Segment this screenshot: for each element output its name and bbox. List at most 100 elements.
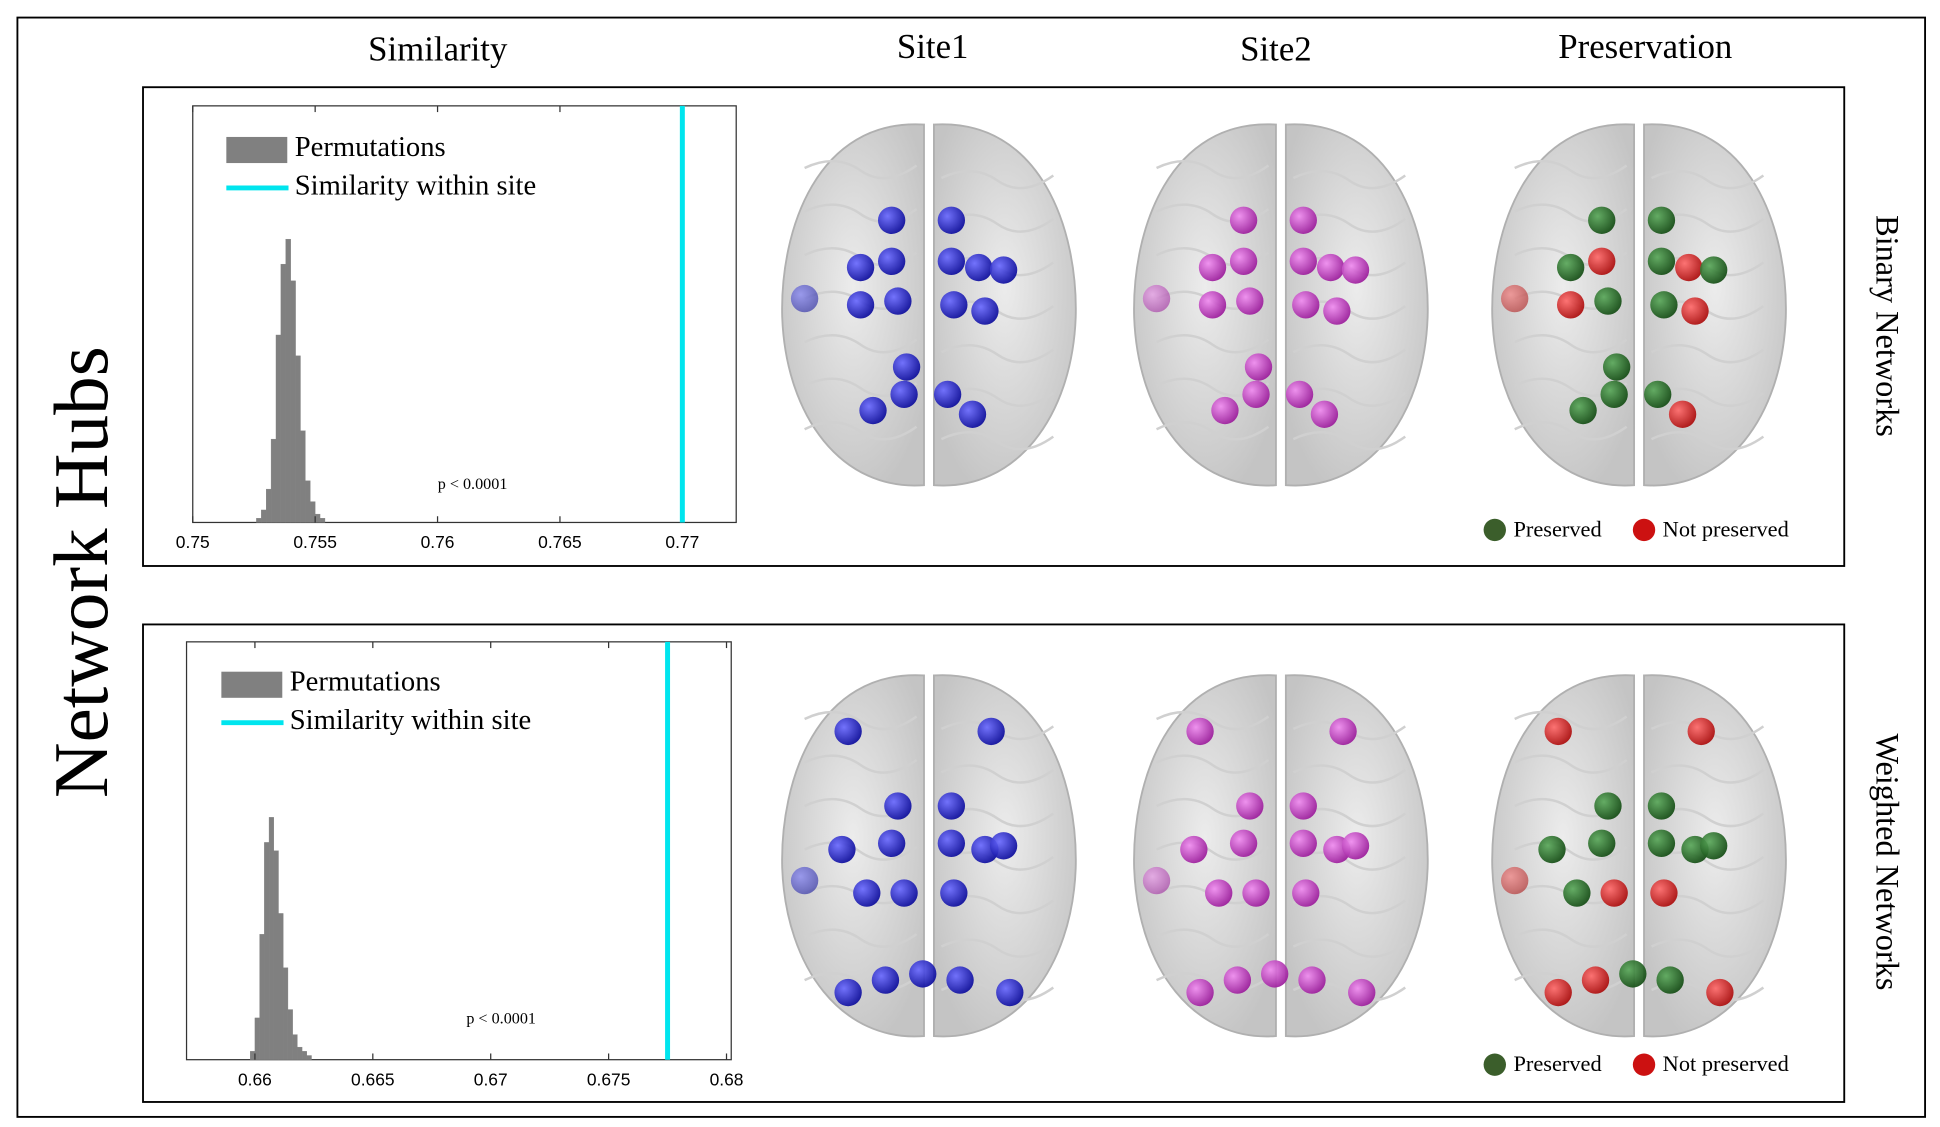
histogram-bar bbox=[300, 430, 306, 523]
hub-node bbox=[1650, 879, 1678, 907]
brain-gyrus bbox=[1514, 928, 1628, 948]
histogram-bar bbox=[314, 513, 321, 523]
hub-node bbox=[1556, 291, 1585, 319]
hub-node bbox=[1289, 206, 1317, 234]
hub-node bbox=[1323, 297, 1351, 325]
legend-swatch bbox=[1483, 1053, 1506, 1076]
hub-node bbox=[1544, 717, 1572, 746]
brain-gyrus bbox=[1156, 421, 1270, 441]
hub-node bbox=[846, 291, 875, 319]
brain-gyrus bbox=[1650, 764, 1765, 784]
brain-gyrus bbox=[1292, 431, 1406, 451]
hub-node bbox=[1594, 287, 1622, 315]
x-tick-label: 0.75 bbox=[176, 532, 210, 552]
hub-node bbox=[1341, 832, 1370, 860]
hub-node bbox=[1594, 792, 1622, 820]
brain-gyrus bbox=[1514, 754, 1628, 774]
histogram-bar bbox=[250, 1051, 256, 1060]
legend-swatch bbox=[1632, 1053, 1656, 1076]
histogram-bar bbox=[256, 518, 262, 523]
histogram-bar bbox=[287, 1009, 293, 1060]
hub-node bbox=[1244, 353, 1273, 381]
hub-node bbox=[1581, 966, 1610, 994]
histogram-bar bbox=[264, 842, 270, 1060]
histogram-bar bbox=[290, 280, 296, 523]
hub-node bbox=[1588, 247, 1616, 275]
hub-node bbox=[1699, 256, 1728, 284]
x-tick-label: 0.665 bbox=[351, 1069, 395, 1089]
hub-node bbox=[1647, 792, 1676, 820]
legend-label: Not preserved bbox=[1663, 516, 1789, 541]
histogram-bar bbox=[280, 263, 286, 523]
histogram-bar bbox=[266, 488, 272, 523]
hub-node bbox=[1588, 206, 1616, 234]
hub-node bbox=[1198, 291, 1227, 319]
annotation: p < 0.0001 bbox=[466, 1011, 536, 1028]
column-title: Similarity bbox=[368, 29, 508, 68]
x-tick-label: 0.77 bbox=[665, 532, 699, 552]
row-label: Weighted Networks bbox=[1870, 734, 1906, 991]
hub-node bbox=[1600, 879, 1628, 907]
hub-node bbox=[790, 866, 819, 895]
hub-node bbox=[1142, 284, 1171, 313]
hub-node bbox=[1706, 978, 1734, 1007]
hub-node bbox=[989, 256, 1018, 284]
hub-node bbox=[1142, 866, 1171, 895]
hub-node bbox=[1647, 247, 1676, 275]
x-tick-label: 0.765 bbox=[538, 532, 582, 552]
hub-node bbox=[1687, 717, 1715, 746]
hub-node bbox=[877, 829, 906, 857]
brain-gyrus bbox=[940, 169, 1055, 190]
hub-node bbox=[1261, 960, 1289, 988]
histogram-bar bbox=[319, 518, 326, 523]
brain-gyrus bbox=[804, 334, 918, 354]
brain-gyrus bbox=[1156, 928, 1270, 948]
hub-node bbox=[1602, 353, 1631, 381]
hub-node bbox=[1556, 253, 1585, 282]
x-tick-label: 0.67 bbox=[474, 1069, 508, 1089]
x-tick-label: 0.68 bbox=[710, 1069, 744, 1089]
hub-node bbox=[989, 832, 1018, 860]
hub-node bbox=[1198, 253, 1227, 282]
hub-node bbox=[890, 879, 918, 907]
hub-node bbox=[1205, 879, 1233, 907]
legend-swatch bbox=[221, 671, 283, 698]
column-title: Site1 bbox=[897, 27, 969, 66]
histogram-bar bbox=[278, 913, 284, 1060]
hub-node bbox=[1186, 717, 1214, 746]
hub-node bbox=[909, 960, 937, 988]
legend-label: Not preserved bbox=[1663, 1051, 1789, 1076]
hub-node bbox=[1588, 829, 1616, 857]
hub-node bbox=[834, 978, 862, 1007]
brain bbox=[781, 123, 1077, 487]
brain-gyrus bbox=[804, 754, 918, 774]
legend-label: Similarity within site bbox=[290, 705, 531, 736]
outer-border bbox=[16, 16, 1927, 1118]
histogram-bar bbox=[297, 1046, 303, 1060]
brain-gyrus bbox=[1292, 344, 1406, 364]
hub-node bbox=[940, 291, 968, 319]
hub-node bbox=[1186, 978, 1214, 1007]
hub-node bbox=[996, 978, 1024, 1007]
legend-swatch bbox=[226, 136, 288, 164]
hub-node bbox=[1563, 879, 1591, 907]
annotation: p < 0.0001 bbox=[438, 476, 508, 493]
hub-node bbox=[828, 835, 856, 864]
hub-node bbox=[1348, 978, 1376, 1007]
hub-node bbox=[1501, 866, 1529, 895]
histogram-bar bbox=[283, 967, 289, 1060]
histogram-bar bbox=[259, 934, 265, 1060]
brain-gyrus bbox=[1292, 169, 1406, 190]
brain-gyrus bbox=[1292, 764, 1406, 784]
histogram-bar bbox=[285, 238, 291, 523]
hub-node bbox=[940, 879, 968, 907]
hub-node bbox=[1647, 829, 1676, 857]
brain-gyrus bbox=[940, 938, 1055, 958]
brain-gyrus bbox=[1650, 344, 1765, 364]
hub-node bbox=[971, 297, 999, 325]
legend-label: Preserved bbox=[1513, 1051, 1601, 1076]
brain-gyrus bbox=[1156, 710, 1270, 731]
hub-node bbox=[1211, 396, 1239, 425]
hub-node bbox=[1538, 835, 1566, 864]
hub-node bbox=[877, 247, 906, 275]
